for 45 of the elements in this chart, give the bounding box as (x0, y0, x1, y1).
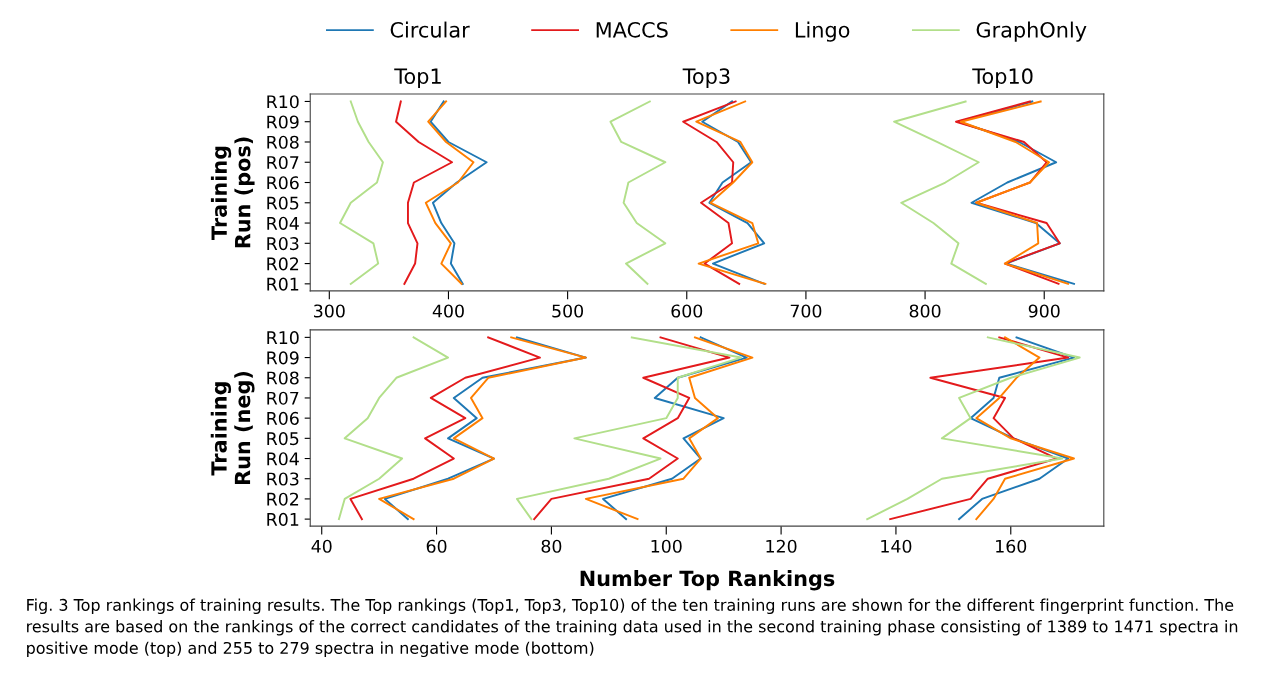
y-tick-label: R07 (267, 155, 299, 170)
x-tick-label: 700 (790, 304, 822, 318)
y-tick-label: R09 (267, 351, 299, 365)
x-tick-label: 300 (314, 304, 345, 318)
legend-label: GraphOnly (976, 21, 1087, 42)
legend-label: MACCS (596, 21, 668, 38)
y-tick-label: R02 (267, 492, 299, 506)
text: Top3 (682, 68, 730, 89)
y-axis-title: Training Run (neg) (210, 371, 255, 485)
legend-label: Circular (390, 21, 470, 38)
x-tick-label: 40 (311, 539, 332, 553)
y-tick-label: R08 (267, 371, 299, 385)
y-tick-label: R10 (267, 95, 299, 109)
y-tick-label: R09 (267, 115, 299, 129)
text: Top1 (394, 68, 441, 89)
x-tick-label: 600 (671, 304, 703, 318)
y-tick-label: R02 (267, 257, 299, 271)
x-tick-label: 100 (651, 539, 682, 553)
x-tick-label: 80 (541, 539, 562, 553)
y-tick-label: R05 (267, 432, 299, 446)
x-tick-label: 500 (552, 304, 584, 318)
y-tick-label: R04 (267, 452, 299, 466)
caption: Fig. 3 Top rankings of training results. The Top rankings (Top1, Top3, Top10) of the ten training runs are shown for the different fingerprint function. The results are based on the rankings of the correct candidates of the training data used in the second training phase consisting of 1389 to 1471 spectra in positive mode (top) and 255 to 279 spectra in negative mode (bottom) (27, 598, 1238, 658)
y-tick-label: R10 (267, 331, 299, 345)
y-tick-label: R03 (267, 472, 299, 486)
y-tick-label: R05 (267, 196, 299, 210)
y-tick-label: R08 (267, 135, 299, 149)
x-tick-label: 900 (1028, 304, 1060, 318)
y-tick-label: R06 (267, 411, 299, 425)
x-tick-label: 140 (881, 539, 912, 553)
legend-label: Lingo (795, 21, 850, 42)
y-tick-label: R04 (267, 216, 299, 230)
x-tick-label: 400 (432, 304, 464, 318)
y-tick-label: R07 (267, 391, 299, 405)
y-tick-label: R03 (267, 237, 299, 251)
x-tick-label: 60 (426, 539, 447, 553)
x-axis-title: Number Top Rankings (580, 570, 835, 591)
x-tick-label: 160 (996, 539, 1027, 553)
text: Top10 (972, 68, 1033, 89)
y-tick-label: R06 (267, 176, 299, 190)
y-axis-title: Training Run (pos) (210, 137, 255, 248)
y-tick-label: R01 (267, 512, 299, 526)
y-tick-label: R01 (267, 277, 299, 291)
x-tick-label: 800 (909, 304, 941, 318)
x-tick-label: 120 (766, 539, 797, 553)
